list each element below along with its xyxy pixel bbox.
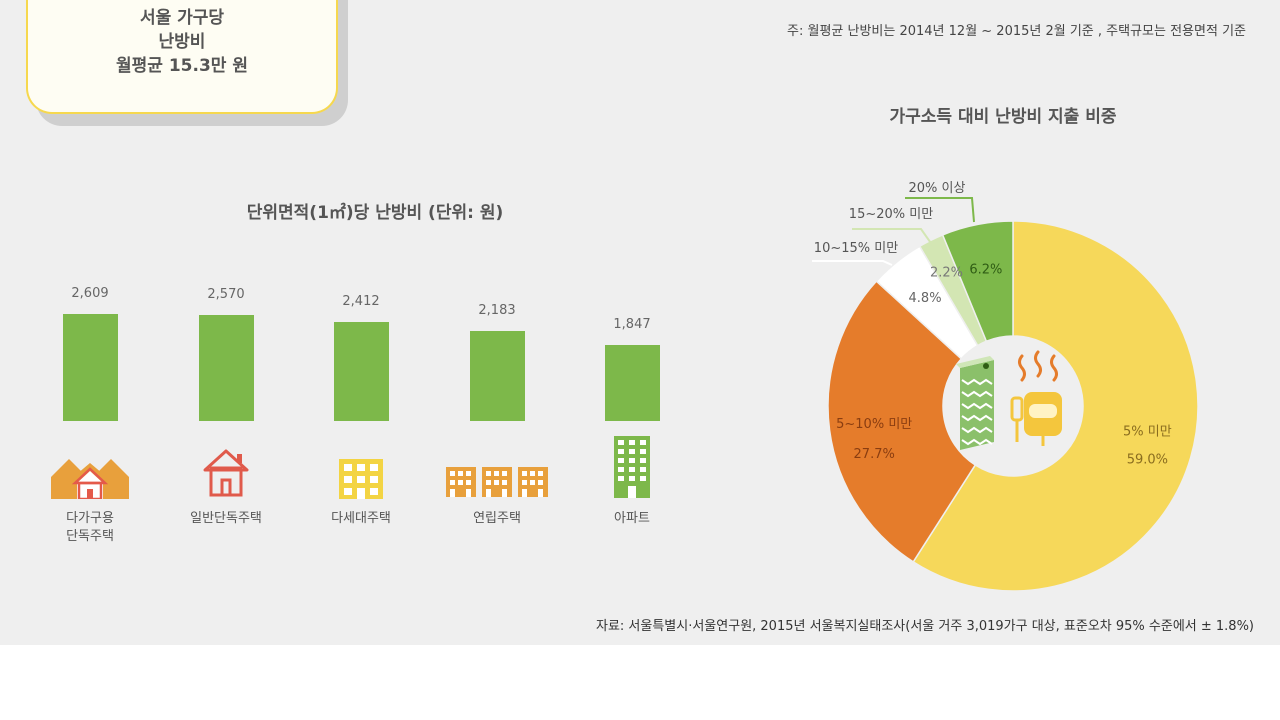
category-label-line: 단독주택 [66, 529, 114, 544]
slice-category-label: 20% 이상 [909, 181, 966, 196]
house-icon [201, 448, 251, 502]
slice-value-label: 6.2% [969, 263, 1002, 278]
bar [198, 315, 254, 421]
category-label-line: 연립주택 [473, 511, 521, 526]
infographic-canvas: 서울 가구당 난방비 월평균 15.3만 원 주: 월평균 난방비는 2014년… [0, 0, 1280, 645]
leader-line [905, 197, 975, 223]
donut-slice [912, 220, 1199, 592]
slice-value-label: 4.8% [909, 291, 942, 306]
apartment-icon [614, 436, 650, 502]
footnote: 주: 월평균 난방비는 2014년 12월 ~ 2015년 2월 기준 , 주택… [787, 24, 1246, 39]
bar [62, 313, 118, 421]
category-label-line: 다가구용 [66, 511, 114, 526]
slice-value-label: 27.7% [854, 447, 895, 462]
bar-value-label: 2,183 [478, 303, 516, 319]
multi-family-house-icon [51, 455, 129, 503]
category-label-line: 일반단독주택 [190, 511, 262, 526]
callout-line-2: 난방비 [158, 32, 206, 52]
radiator-icon [956, 356, 994, 450]
donut-slice [941, 220, 1014, 343]
slice-category-label: 5~10% 미만 [836, 417, 912, 432]
category-label-line: 다세대주택 [331, 511, 391, 526]
leader-line [812, 260, 893, 266]
slice-category-label: 5% 미만 [1123, 424, 1172, 439]
slice-category-label: 15~20% 미만 [849, 207, 933, 222]
bar-chart-title: 단위면적(1㎡)당 난방비 (단위: 원) [246, 203, 504, 223]
bar [469, 331, 525, 421]
callout-line-3: 월평균 15.3만 원 [116, 56, 248, 76]
callout-line-1: 서울 가구당 [139, 8, 225, 28]
bar-value-label: 2,570 [207, 287, 245, 303]
heater-icon [1010, 350, 1062, 446]
category-label-line: 아파트 [614, 511, 650, 526]
category-label: 일반단독주택 [166, 510, 286, 528]
slice-value-label: 2.2% [930, 266, 963, 281]
category-label: 다세대주택 [301, 510, 421, 528]
bar-value-label: 1,847 [613, 317, 651, 333]
summary-callout: 서울 가구당 난방비 월평균 15.3만 원 [26, 0, 338, 114]
slice-value-label: 59.0% [1127, 452, 1168, 467]
source-citation: 자료: 서울특별시·서울연구원, 2015년 서울복지실태조사(서울 거주 3,… [595, 619, 1254, 634]
row-house-icon [446, 467, 548, 501]
bar-value-label: 2,412 [342, 293, 380, 309]
donut-slice [827, 280, 977, 563]
category-label: 아파트 [572, 510, 692, 528]
slice-category-label: 10~15% 미만 [814, 241, 898, 256]
leader-line [852, 228, 934, 247]
multiplex-building-icon [339, 459, 383, 503]
bar [604, 345, 660, 421]
category-label: 연립주택 [437, 510, 557, 528]
bar [333, 321, 389, 421]
pie-chart-title: 가구소득 대비 난방비 지출 비중 [889, 107, 1117, 127]
donut-chart: 5% 미만 59.0% 5~10% 미만 27.7% 4.8% 2.2% 6.2% 10~15… [812, 181, 1199, 592]
bar-value-label: 2,609 [71, 285, 109, 301]
